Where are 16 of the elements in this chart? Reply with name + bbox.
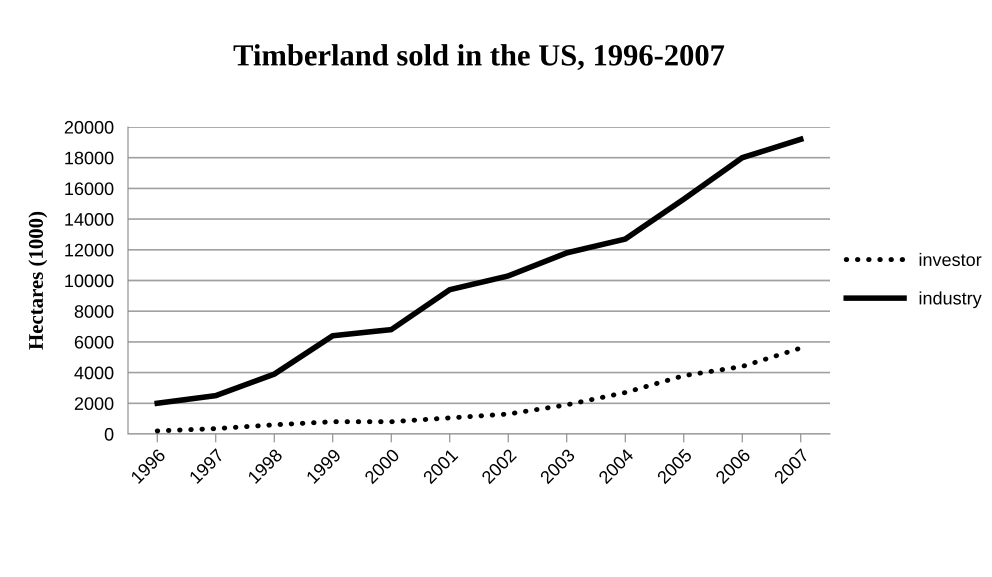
y-tick-label: 4000 (74, 366, 114, 380)
y-tick-label: 10000 (65, 274, 114, 288)
y-tick-label: 8000 (74, 305, 114, 318)
line-series (154, 346, 804, 434)
legend-label: industry (920, 291, 982, 308)
y-tick-label: 12000 (65, 244, 114, 257)
y-tick-label: 18000 (65, 152, 114, 164)
y-tick-label: 2000 (74, 397, 114, 410)
legend-label: investor (920, 252, 982, 266)
y-tick-label: 14000 (65, 213, 114, 226)
y-tick-label: 20000 (64, 120, 114, 134)
y-axis-title: Hectares (1000) (28, 212, 48, 350)
y-tick-label: 16000 (65, 182, 114, 196)
y-tick-label: 6000 (74, 336, 114, 349)
chart-title: Timberland sold in the US, 1996-2007 (234, 44, 724, 70)
y-tick-label: 0 (104, 428, 114, 441)
